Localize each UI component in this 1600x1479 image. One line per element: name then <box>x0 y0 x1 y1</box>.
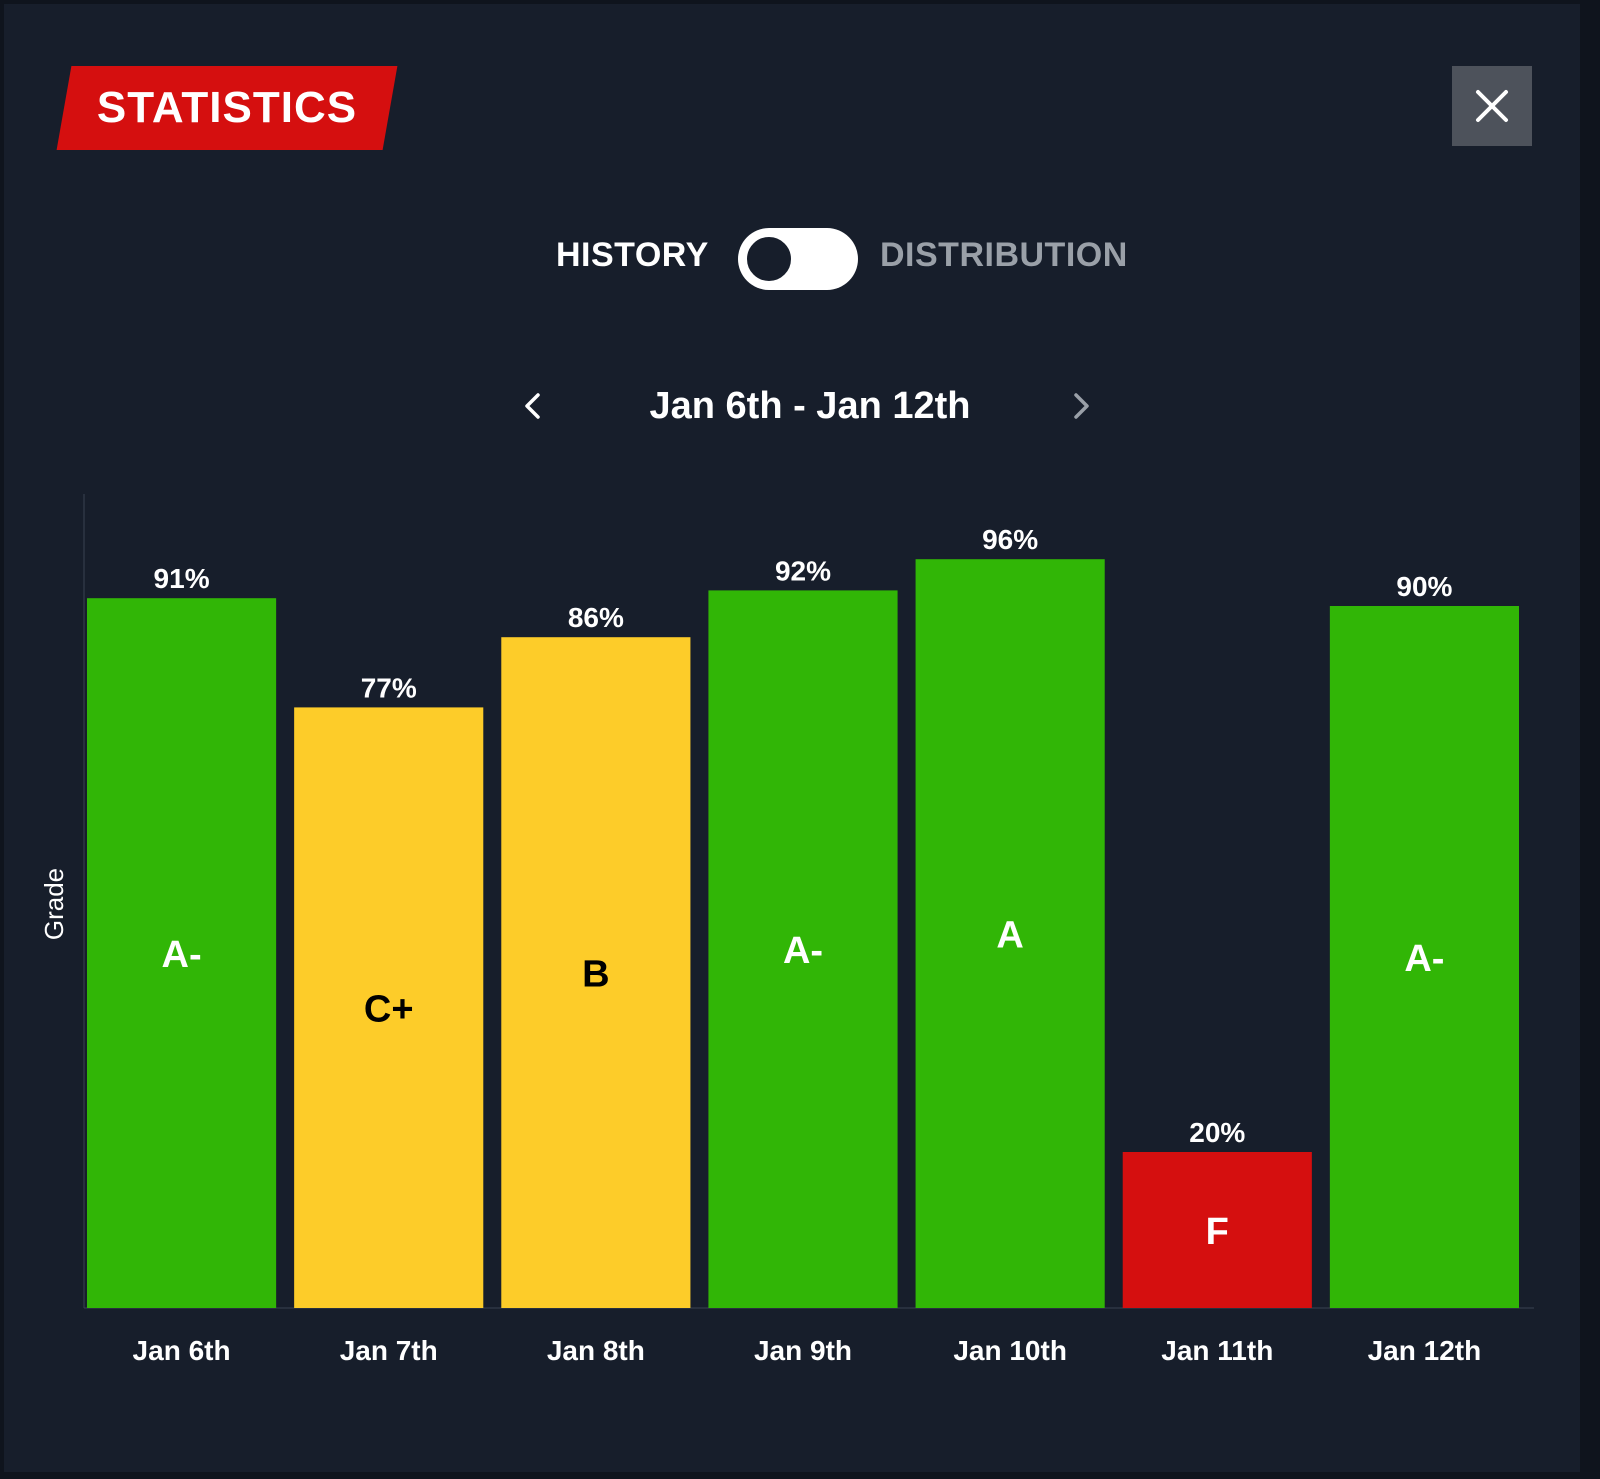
next-week-button[interactable] <box>1060 386 1100 426</box>
grade-history-chart: 91% A- Jan 6th 77% C+ Jan 7th 86% B Jan 8th 92% A-… <box>83 494 1534 1366</box>
data-label-5: 96% <box>982 524 1038 555</box>
previous-week-button[interactable] <box>514 386 554 426</box>
data-label-4: 92% <box>775 555 831 586</box>
x-tick-label-5: Jan 10th <box>953 1335 1067 1366</box>
grade-label-7: A- <box>1404 938 1444 980</box>
page-title: STATISTICS <box>96 83 358 132</box>
x-tick-label-1: Jan 6th <box>133 1335 231 1366</box>
week-range-label: Jan 6th - Jan 12th <box>649 385 971 427</box>
bar-4 <box>708 590 898 1308</box>
x-tick-label-4: Jan 9th <box>754 1335 852 1366</box>
chevron-right-icon <box>1074 393 1089 419</box>
close-icon <box>1476 90 1508 122</box>
data-label-2: 77% <box>361 672 417 703</box>
data-label-1: 91% <box>154 563 210 594</box>
x-tick-label-3: Jan 8th <box>547 1335 645 1366</box>
grade-label-1: A- <box>162 934 202 976</box>
bar-2 <box>294 707 484 1308</box>
week-navigation: Jan 6th - Jan 12th <box>4 376 1580 436</box>
x-tick-label-6: Jan 11th <box>1161 1335 1273 1366</box>
close-button[interactable] <box>1452 66 1532 146</box>
grade-label-6: F <box>1206 1211 1229 1253</box>
x-tick-label-2: Jan 7th <box>340 1335 438 1366</box>
grade-label-4: A- <box>783 930 823 972</box>
bar-1 <box>87 598 277 1308</box>
bar-6 <box>1122 1152 1312 1308</box>
data-label-7: 90% <box>1396 571 1452 602</box>
x-tick-label-7: Jan 12th <box>1368 1335 1482 1366</box>
chevron-left-icon <box>525 393 540 419</box>
statistics-panel: STATISTICS HISTORY DISTRIBUTION Jan 6th … <box>4 4 1580 1472</box>
toggle-label-distribution[interactable]: DISTRIBUTION <box>880 236 1128 274</box>
history-distribution-toggle[interactable] <box>738 228 858 290</box>
title-badge: STATISTICS <box>56 66 398 150</box>
toggle-label-history[interactable]: HISTORY <box>556 236 709 274</box>
grade-label-3: B <box>582 954 609 996</box>
toggle-knob <box>744 234 794 284</box>
data-label-6: 20% <box>1189 1117 1245 1148</box>
bar-7 <box>1329 606 1519 1308</box>
data-label-3: 86% <box>568 602 624 633</box>
bar-5 <box>915 559 1105 1308</box>
grade-label-2: C+ <box>364 989 414 1031</box>
grade-label-5: A <box>996 915 1023 957</box>
bar-3 <box>501 637 691 1308</box>
